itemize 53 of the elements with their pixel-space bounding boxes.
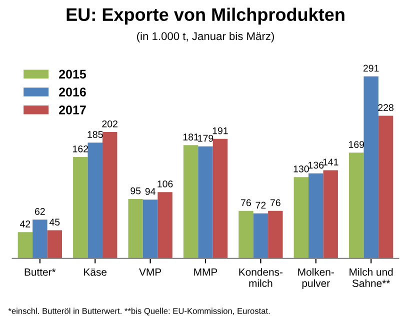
bar (18, 232, 33, 258)
data-label: 76 (270, 199, 280, 206)
text: *einschl. Butteröl in Butterwert. **bis Quelle: EU-Kommission, Eurostat. (8, 308, 270, 316)
bar (128, 198, 143, 258)
bar (308, 173, 324, 258)
data-label: 95 (130, 187, 141, 194)
data-label: 130 (294, 165, 309, 172)
x-tick-label: Käse (84, 268, 107, 276)
bar (294, 177, 309, 258)
legend-label: 2017 (59, 106, 86, 114)
data-label: 94 (145, 188, 156, 195)
bar (142, 200, 158, 258)
bar (32, 220, 48, 258)
data-label: 136 (308, 162, 324, 169)
x-tick-label: Kondens- milch (239, 268, 283, 287)
data-label: 169 (348, 141, 364, 148)
data-label: 181 (183, 134, 198, 140)
bar (88, 142, 102, 258)
bar (238, 210, 254, 258)
bar (158, 192, 172, 258)
data-label: 106 (158, 180, 173, 188)
x-tick-label: Molken- pulver (298, 268, 334, 290)
bar (198, 146, 213, 258)
bar (73, 157, 88, 258)
data-label: 191 (212, 127, 228, 134)
data-label: 76 (241, 199, 251, 206)
x-tick-label: Butter* (24, 268, 56, 276)
data-label: 291 (363, 64, 379, 72)
legend-label: 2016 (59, 88, 86, 96)
data-label: 42 (20, 220, 30, 228)
x-tick-label: MMP (194, 268, 218, 276)
bar (212, 138, 228, 258)
bar (378, 116, 394, 258)
data-label: 202 (102, 120, 118, 128)
data-label: 62 (35, 208, 45, 215)
data-label: 162 (73, 145, 88, 152)
data-label: 45 (49, 218, 60, 226)
x-tick-label: Milch und Sahne** (350, 268, 393, 287)
x-tick-label: VMP (139, 268, 162, 276)
data-label: 72 (256, 202, 266, 209)
chart-subtitle: (in 1.000 t, Januar bis März) (137, 32, 274, 42)
legend-label: 2015 (59, 70, 86, 79)
bar (102, 132, 118, 258)
bar (323, 170, 338, 258)
data-label: 141 (323, 158, 338, 166)
bar (253, 213, 268, 258)
bar (47, 230, 62, 258)
bar (183, 145, 198, 258)
bar (268, 210, 283, 258)
bar (364, 76, 378, 258)
bar (349, 152, 364, 258)
data-label: 179 (198, 134, 214, 142)
chart-title: EU: Exporte von Milchprodukten (66, 8, 344, 25)
